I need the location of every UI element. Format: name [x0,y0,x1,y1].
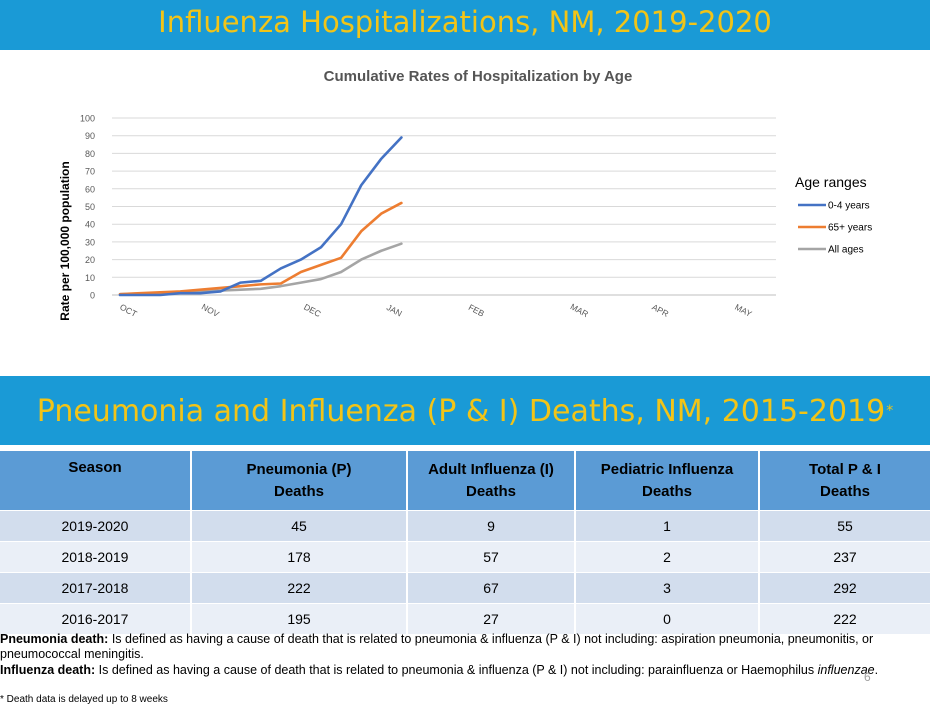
y-tick-labels: 0 10 20 30 40 50 60 70 80 90 100 [80,114,95,301]
legend-entry: 65+ years [828,223,872,234]
table-cell: 178 [191,541,408,573]
header-label: Pediatric Influenza [600,460,734,478]
chart-title: Cumulative Rates of Hospitalization by A… [324,68,633,85]
table-cell: 0 [575,603,760,634]
table-row: 2019-2020 45 9 1 55 [0,510,930,542]
table-header-row: Season Pneumonia (P) Deaths Adult Influe… [0,451,930,511]
table-cell: 3 [575,572,760,604]
asterisk-mark: * [886,403,894,419]
bottom-banner: Pneumonia and Influenza (P & I) Deaths, … [0,376,930,445]
table-cell: 55 [759,510,930,542]
table-row: 2018-2019 178 57 2 237 [0,541,930,573]
header-label: Deaths [819,482,871,500]
table-cell: 2 [575,541,760,573]
header-label: Total P & I [809,460,881,478]
x-tick-label: DEC [302,302,323,319]
header-label: Adult Influenza (I) [428,460,554,478]
header-total: Total P & I Deaths [759,451,930,511]
influenza-definition-text: Is defined as having a cause of death th… [95,663,818,677]
table-cell: 2016-2017 [0,603,192,634]
table-row: 2016-2017 195 27 0 222 [0,603,930,634]
series-line-0-4-years [118,136,403,297]
x-tick-label: NOV [200,302,221,320]
pneumonia-definition-label: Pneumonia death: [0,632,109,646]
page-number: 6 [864,670,871,684]
y-tick-label: 90 [85,131,95,141]
legend: Age ranges 0-4 years 65+ years All ages [795,174,872,256]
table-cell: 2018-2019 [0,541,192,573]
x-tick-label: MAR [569,302,590,320]
x-tick-label: FEB [467,302,487,319]
y-tick-label: 40 [85,220,95,230]
table-cell: 195 [191,603,408,634]
x-tick-label: APR [650,302,670,319]
series-line-65-years [118,201,403,296]
table-cell: 2019-2020 [0,510,192,542]
header-label: Deaths [465,482,517,500]
y-axis-label: Rate per 100,000 population [58,161,72,320]
legend-title: Age ranges [795,174,867,190]
influenza-definition-label: Influenza death: [0,663,96,677]
header-label: Deaths [273,482,325,500]
header-label: Season [68,459,122,476]
definitions-notes: Pneumonia death: Is defined as having a … [0,632,925,679]
header-label: Deaths [641,482,693,500]
x-tick-label: MAY [733,302,754,319]
header-pneumonia: Pneumonia (P) Deaths [191,451,408,511]
deaths-table: Season Pneumonia (P) Deaths Adult Influe… [0,451,930,634]
pneumonia-definition: Pneumonia death: Is defined as having a … [0,632,925,662]
table-cell: 1 [575,510,760,542]
table-cell: 27 [407,603,576,634]
y-tick-label: 0 [90,291,95,301]
influenza-definition: Influenza death: Is defined as having a … [0,663,925,678]
y-tick-label: 20 [85,255,95,265]
header-adult-influenza: Adult Influenza (I) Deaths [407,451,576,511]
y-tick-label: 80 [85,149,95,159]
table-cell: 222 [191,572,408,604]
x-tick-label: OCT [118,302,139,319]
table-cell: 45 [191,510,408,542]
table-cell: 57 [407,541,576,573]
y-tick-label: 50 [85,202,95,212]
series-lines [118,136,403,297]
hospitalization-line-chart: Cumulative Rates of Hospitalization by A… [58,68,872,321]
table-cell: 67 [407,572,576,604]
series-line-all-ages [118,242,403,296]
table-cell: 292 [759,572,930,604]
table-cell: 9 [407,510,576,542]
footnote: * Death data is delayed up to 8 weeks [0,694,168,705]
y-tick-label: 10 [85,273,95,283]
header-season: Season [0,451,192,511]
influenza-definition-italic: influenzae [817,663,875,677]
pneumonia-definition-text: Is defined as having a cause of death th… [0,632,874,661]
table-cell: 222 [759,603,930,634]
legend-entry: All ages [828,245,864,256]
x-tick-labels: OCT NOV DEC JAN FEB MAR APR MAY [118,302,754,320]
y-tick-label: 70 [85,167,95,177]
top-banner: Influenza Hospitalizations, NM, 2019-202… [0,0,930,50]
table-cell: 237 [759,541,930,573]
header-pediatric-influenza: Pediatric Influenza Deaths [575,451,760,511]
y-tick-label: 100 [80,114,95,124]
table-cell: 2017-2018 [0,572,192,604]
bottom-banner-title: Pneumonia and Influenza (P & I) Deaths, … [36,394,886,429]
legend-entry: 0-4 years [828,201,870,212]
gridlines [112,117,776,296]
x-tick-label: JAN [385,302,404,318]
influenza-definition-end: . [874,663,879,677]
y-tick-label: 60 [85,184,95,194]
table-row: 2017-2018 222 67 3 292 [0,572,930,604]
y-tick-label: 30 [85,237,95,247]
top-banner-title: Influenza Hospitalizations, NM, 2019-202… [158,5,772,39]
header-label: Pneumonia (P) [246,460,352,478]
